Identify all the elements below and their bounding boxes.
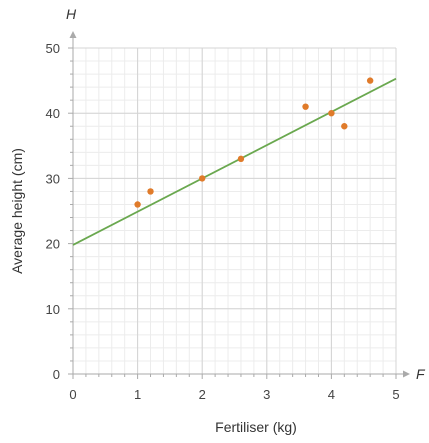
y-tick-label: 40 [46, 106, 60, 121]
y-tick-label: 50 [46, 41, 60, 56]
minor-grid [72, 47, 397, 375]
axes [68, 31, 410, 379]
x-axis-arrow [403, 370, 410, 378]
y-tick-label: 20 [46, 237, 60, 252]
y-axis-symbol: H [66, 6, 77, 22]
y-tick-labels: 0 10 20 30 40 50 [46, 41, 60, 382]
y-axis-title: Average height (cm) [9, 148, 25, 274]
data-point [237, 155, 245, 163]
trend-line [72, 77, 397, 246]
x-tick-labels: 0 1 2 3 4 5 [69, 387, 399, 402]
data-point [147, 188, 154, 195]
data-point [366, 77, 374, 84]
data-point [341, 123, 348, 130]
x-axis-symbol: F [416, 366, 426, 382]
line-of-best-fit [72, 77, 397, 246]
data-point [302, 103, 309, 110]
major-grid [72, 47, 397, 375]
y-tick-label: 10 [46, 302, 60, 317]
y-tick-label: 30 [46, 171, 60, 186]
x-tick-label: 0 [69, 387, 76, 402]
data-point [199, 175, 206, 182]
data-point [328, 110, 335, 117]
x-tick-label: 1 [134, 387, 141, 402]
y-axis-arrow [69, 31, 77, 38]
data-point [134, 201, 141, 208]
x-axis-title: Fertiliser (kg) [215, 419, 297, 435]
x-tick-label: 4 [328, 387, 335, 402]
y-tick-label: 0 [53, 367, 60, 382]
x-tick-label: 5 [392, 387, 399, 402]
x-tick-label: 3 [263, 387, 270, 402]
data-points [134, 77, 374, 208]
x-tick-label: 2 [199, 387, 206, 402]
